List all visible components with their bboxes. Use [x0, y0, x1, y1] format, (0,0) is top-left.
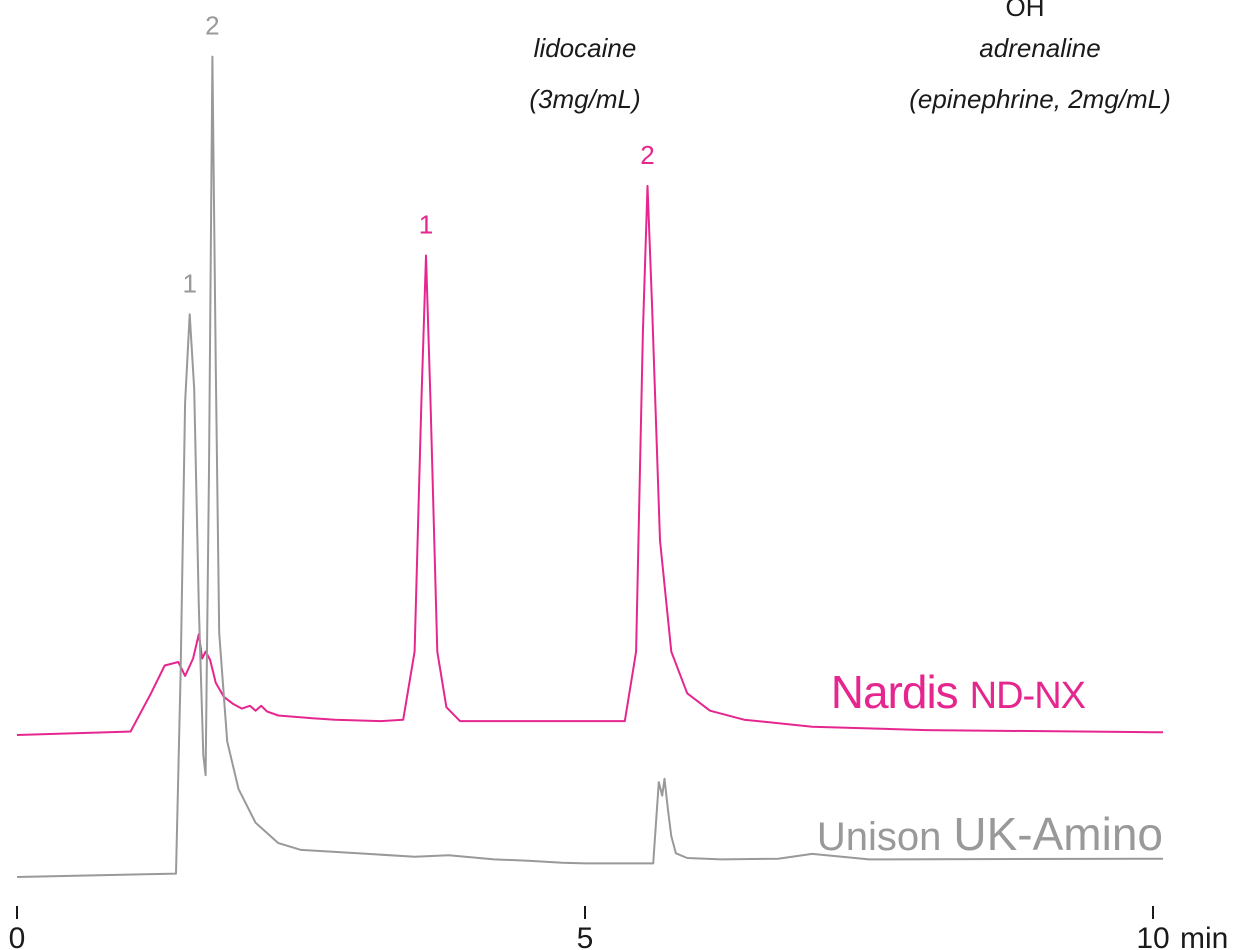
compound-name-lidocaine: lidocaine — [534, 33, 637, 63]
compound-detail-lidocaine: (3mg/mL) — [529, 84, 640, 114]
peak-label-unison-2: 2 — [205, 11, 219, 41]
x-axis-unit: min — [1180, 922, 1228, 950]
compound-name-adrenaline: adrenaline — [979, 33, 1100, 63]
legend-nardis-model: ND-NX — [970, 675, 1086, 717]
x-tick-label-10: 10 — [1136, 922, 1169, 950]
compound-detail-adrenaline: (epinephrine, 2mg/mL) — [909, 84, 1171, 114]
legend-unison-label: Unison UK-Amino — [817, 808, 1163, 860]
x-tick-label-5: 5 — [577, 922, 594, 950]
legend-nardis: Nardis ND-NX — [831, 666, 1087, 718]
adrenaline-structure-fragment: OH — [1006, 0, 1045, 22]
legend-unison: Unison UK-Amino — [817, 808, 1163, 860]
peak-labels: 1 2 1 2 — [182, 11, 654, 299]
peak-label-unison-1: 1 — [182, 268, 196, 298]
legend-unison-model: UK-Amino — [953, 808, 1163, 860]
peak-label-nardis-1: 1 — [419, 210, 433, 240]
traces — [16, 55, 1163, 878]
compound-labels: lidocaine (3mg/mL) OH adrenaline (epinep… — [529, 0, 1170, 114]
legend-nardis-label: Nardis ND-NX — [831, 666, 1086, 718]
x-tick-label-0: 0 — [9, 922, 26, 950]
trace-unison — [16, 55, 1163, 878]
legend-nardis-brand: Nardis — [831, 666, 958, 718]
x-axis: 0 5 10 min — [9, 906, 1228, 950]
peak-label-nardis-2: 2 — [640, 140, 654, 170]
legend-unison-brand: Unison — [817, 815, 942, 859]
